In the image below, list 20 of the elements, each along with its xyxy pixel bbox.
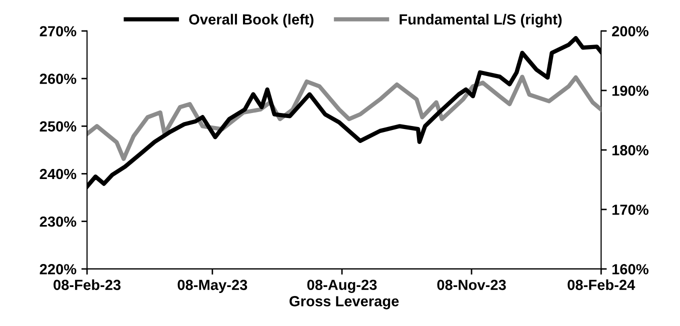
x-tick-label: 08-May-23 [178, 280, 248, 293]
y2-tick-label: 180% [612, 145, 648, 156]
x-tick-label: 08-Aug-23 [307, 280, 377, 293]
y2-tick-label: 190% [612, 86, 648, 96]
x-tick-label: 08-Feb-23 [54, 279, 121, 290]
y2-tick-label: 160% [612, 264, 648, 274]
y2-tick-label: 170% [612, 204, 648, 215]
legend-label: Overall Book (left) [189, 14, 314, 28]
y-tick-label: 270% [40, 26, 76, 36]
y-tick-label: 230% [40, 216, 76, 227]
x-tick-label: 08-Feb-24 [568, 279, 636, 290]
legend-label: Fundamental L/S (right) [400, 14, 562, 28]
line-series [87, 74, 602, 161]
y2-tick-label: 200% [612, 26, 648, 36]
x-tick-label: 08-Nov-23 [437, 280, 506, 290]
y-tick-label: 250% [40, 121, 76, 132]
y-tick-label: 240% [40, 168, 76, 180]
y-tick-label: 220% [40, 264, 76, 274]
x-axis-title: Gross Leverage [290, 296, 399, 310]
y-tick-label: 260% [40, 74, 76, 84]
